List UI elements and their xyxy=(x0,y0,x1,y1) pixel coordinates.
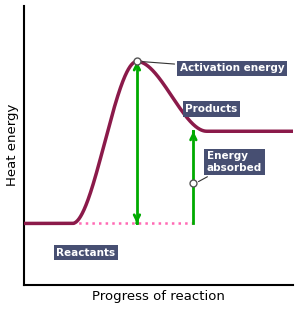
Text: Activation energy: Activation energy xyxy=(142,61,285,74)
Text: Reactants: Reactants xyxy=(56,248,116,258)
Text: Energy
absorbed: Energy absorbed xyxy=(199,151,262,182)
Y-axis label: Heat energy: Heat energy xyxy=(5,104,19,186)
Text: Products: Products xyxy=(185,104,237,114)
X-axis label: Progress of reaction: Progress of reaction xyxy=(92,290,225,303)
